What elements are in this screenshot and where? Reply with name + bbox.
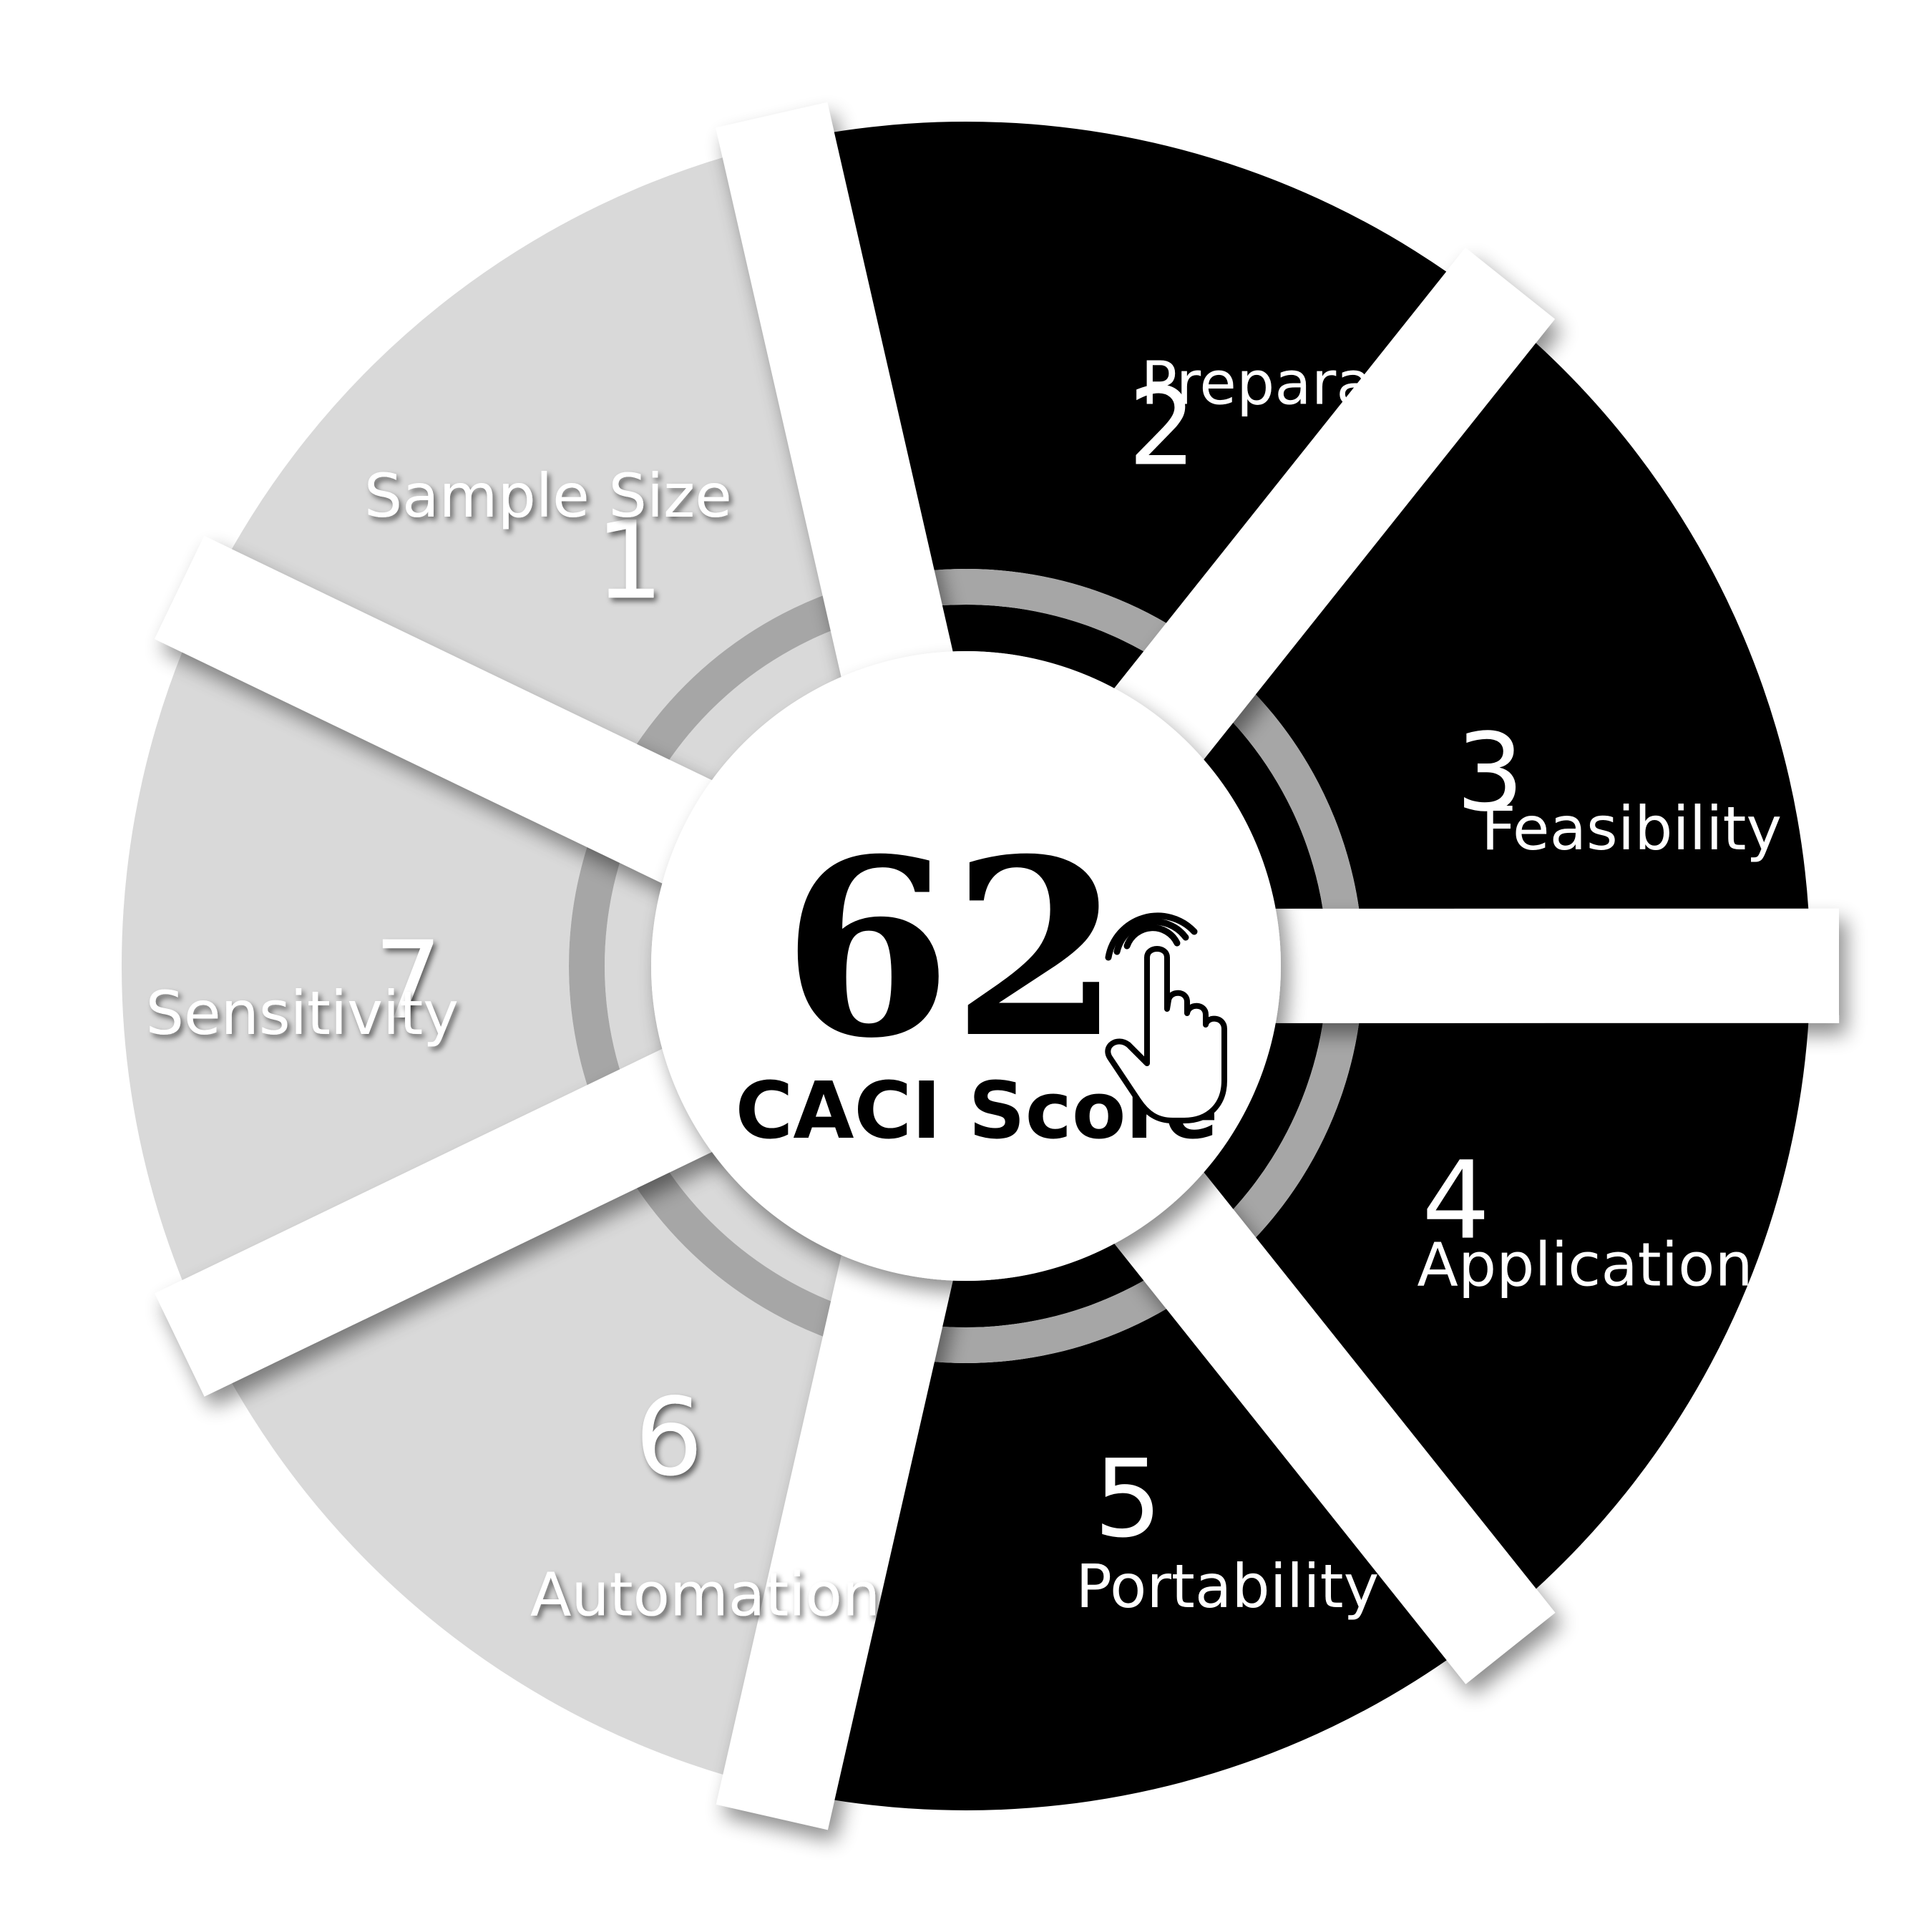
segment-ring-5 (877, 1248, 1214, 1363)
center-circle (651, 651, 1281, 1281)
segment-number-3: 3 (1456, 711, 1524, 836)
segment-divider (1108, 1165, 1556, 1684)
segment-label-1: Sample Size (364, 461, 732, 531)
segment-label-3: Feasibility (1481, 794, 1782, 864)
segment-divider (1266, 908, 1840, 1023)
segment-number-6: 6 (635, 1375, 703, 1500)
segment-divider (1108, 248, 1555, 767)
segment-inner-6 (640, 1103, 897, 1319)
segment-divider (154, 535, 721, 887)
segment-number-7: 7 (374, 919, 442, 1043)
segment-number-4: 4 (1422, 1139, 1490, 1264)
segment-inner-5 (885, 1211, 1191, 1328)
segment-ring-2 (877, 569, 1214, 684)
segment-ring-6 (608, 1123, 886, 1354)
segment-dividers (154, 102, 1840, 1830)
inner-ring-layer (569, 569, 1363, 1363)
hand-tap-icon[interactable] (1105, 912, 1227, 1123)
segment-label-6: Automation (530, 1559, 880, 1629)
segment-inner-7 (605, 809, 683, 1123)
segment-label-4: Application (1417, 1229, 1752, 1299)
segment-inner-2 (885, 605, 1191, 720)
score-value: 62 (782, 806, 1121, 1092)
segment-ring-7 (569, 794, 641, 1138)
center-score-badge[interactable]: 62 CACI Score (651, 651, 1281, 1281)
segment-number-1: 1 (595, 499, 663, 623)
segment-divider (155, 1045, 721, 1397)
segment-ring-1 (608, 578, 886, 810)
segment-inner-1 (640, 613, 896, 830)
segment-label-5: Portability (1075, 1551, 1379, 1621)
segment-number-2: 2 (1128, 365, 1196, 489)
segment-divider (716, 1246, 955, 1830)
segment-ring-3 (1191, 655, 1363, 966)
segment-label-2: Preparation (1141, 348, 1488, 418)
segment-ring-4 (1191, 965, 1363, 1277)
segment-label-7: Sensitivity (146, 978, 459, 1048)
segment-number-5: 5 (1094, 1437, 1162, 1561)
segment-divider (716, 102, 955, 686)
